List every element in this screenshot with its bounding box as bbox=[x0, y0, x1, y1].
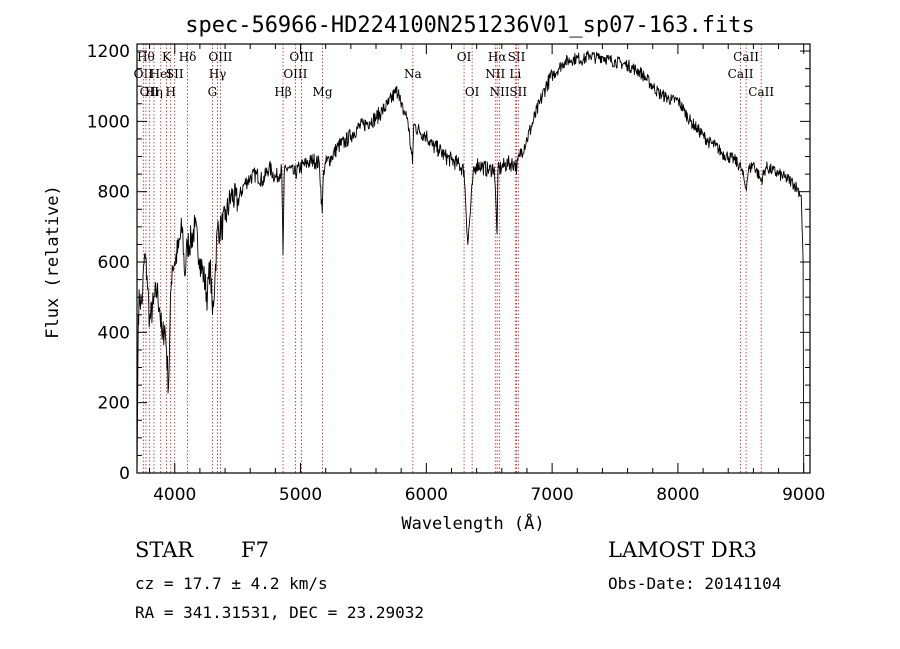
line-marker-label: OI bbox=[457, 50, 472, 64]
x-tick-label: 9000 bbox=[782, 485, 825, 505]
line-marker-label: NII bbox=[490, 85, 510, 99]
line-marker-label: Hα bbox=[488, 50, 507, 64]
x-axis-label: Wavelength (Å) bbox=[401, 512, 544, 534]
y-tick-label: 1000 bbox=[87, 112, 130, 132]
line-marker-label: H bbox=[165, 85, 175, 99]
line-marker-label: K bbox=[162, 50, 172, 64]
x-tick-label: 7000 bbox=[530, 485, 573, 505]
line-marker-label: SII bbox=[509, 85, 527, 99]
x-axis: 4000 5000 6000 7000 8000 9000 bbox=[149, 44, 825, 505]
line-marker-label: OI bbox=[465, 85, 480, 99]
x-tick-label: 6000 bbox=[405, 485, 448, 505]
line-marker-label: CaII bbox=[733, 50, 759, 64]
plot-frame bbox=[136, 43, 811, 474]
x-tick-label: 4000 bbox=[153, 485, 196, 505]
obs-date: Obs-Date: 20141104 bbox=[608, 574, 782, 593]
line-marker-label: SII bbox=[508, 50, 526, 64]
chart-title: spec-56966-HD224100N251236V01_sp07-163.f… bbox=[185, 13, 755, 38]
y-tick-label: 200 bbox=[98, 394, 130, 414]
line-marker-label: Li bbox=[509, 67, 521, 81]
line-marker-label: OIII bbox=[283, 67, 307, 81]
line-marker-label: OII bbox=[134, 67, 154, 81]
line-marker-label: HeI bbox=[150, 67, 173, 81]
y-tick-label: 400 bbox=[98, 323, 130, 343]
line-marker-label: OII bbox=[140, 85, 160, 99]
line-marker-label: SII bbox=[166, 67, 184, 81]
x-tick-label: 5000 bbox=[279, 485, 322, 505]
y-tick-label: 0 bbox=[119, 464, 130, 484]
line-marker-label: Na bbox=[404, 67, 422, 81]
object-class: STAR bbox=[135, 538, 194, 562]
line-marker-label: Hθ bbox=[137, 50, 155, 64]
ra-dec: RA = 341.31531, DEC = 23.29032 bbox=[135, 603, 424, 622]
y-tick-label: 600 bbox=[98, 253, 130, 273]
survey-name: LAMOST DR3 bbox=[608, 538, 757, 562]
y-axis-label: Flux (relative) bbox=[43, 185, 63, 339]
line-marker-label: Mg bbox=[313, 85, 333, 99]
line-marker-label: Hβ bbox=[274, 85, 291, 99]
line-marker-label: G bbox=[208, 85, 218, 99]
line-markers: OIIHθOIIHηHeIKHSIIHδGHγOIIIHβOIIIOIIIMgN… bbox=[134, 44, 774, 473]
y-tick-label: 1200 bbox=[87, 42, 130, 62]
line-marker-label: Hδ bbox=[179, 50, 197, 64]
y-axis: 0 200 400 600 800 1000 1200 bbox=[87, 42, 810, 484]
y-tick-label: 800 bbox=[98, 183, 130, 203]
line-marker-label: CaII bbox=[748, 85, 774, 99]
spectrum-series bbox=[136, 50, 805, 474]
line-marker-label: Hγ bbox=[209, 67, 227, 81]
line-marker-label: OIII bbox=[289, 50, 313, 64]
line-marker-label: NII bbox=[485, 67, 505, 81]
line-marker-label: Hη bbox=[145, 85, 163, 99]
x-tick-label: 8000 bbox=[656, 485, 699, 505]
spectrum-line bbox=[136, 50, 805, 474]
line-marker-label: CaII bbox=[728, 67, 754, 81]
line-marker-label: OIII bbox=[208, 50, 232, 64]
redshift-cz: cz = 17.7 ± 4.2 km/s bbox=[135, 574, 328, 593]
object-subclass: F7 bbox=[241, 538, 269, 562]
